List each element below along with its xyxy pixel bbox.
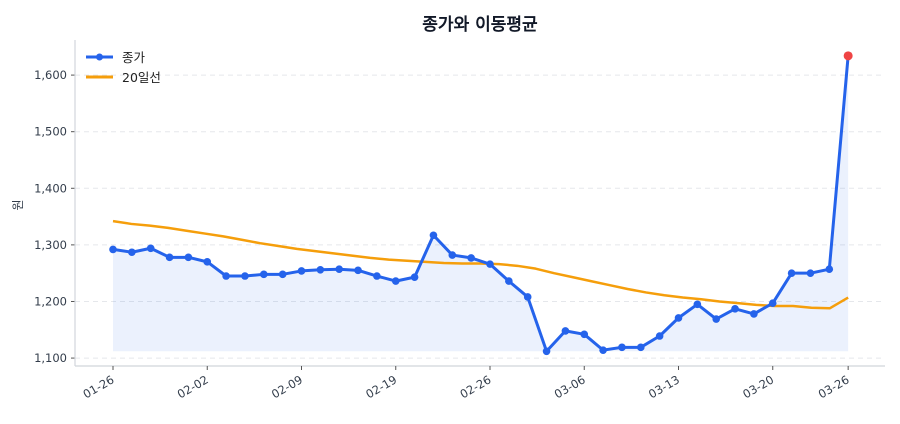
close-point <box>637 343 645 352</box>
close-point <box>542 347 551 356</box>
close-point <box>618 343 626 352</box>
y-tick-label: 1,600 <box>34 68 67 82</box>
close-point <box>561 327 570 335</box>
close-point <box>448 251 457 259</box>
close-point <box>429 231 438 240</box>
close-line <box>112 55 850 353</box>
close-point <box>335 265 344 274</box>
close-point <box>203 258 212 266</box>
close-point <box>222 272 230 280</box>
close-point <box>693 300 702 309</box>
close-point <box>241 272 249 280</box>
close-last-point <box>843 51 853 61</box>
close-point <box>505 277 513 285</box>
close-point <box>825 265 834 274</box>
x-tick-label: 02-02 <box>175 372 211 401</box>
legend-label-ma20: 20일선 <box>122 70 161 85</box>
y-axis-label: 원 <box>11 199 25 210</box>
close-point <box>391 277 400 285</box>
close-point <box>278 270 287 279</box>
close-point <box>128 248 136 257</box>
x-tick-label: 03-26 <box>816 372 852 401</box>
y-tick-label: 1,100 <box>34 351 67 365</box>
close-point <box>316 265 325 274</box>
close-point <box>467 254 475 262</box>
y-tick-label: 1,400 <box>34 181 67 195</box>
close-point <box>410 273 419 281</box>
close-point <box>486 260 494 268</box>
chart-title: 종가와 이동평균 <box>422 15 538 35</box>
close-point <box>109 245 117 254</box>
close-point <box>260 270 268 279</box>
close-point <box>655 332 664 340</box>
close-point <box>523 293 532 301</box>
ma20-line <box>112 219 849 310</box>
close-point <box>580 330 589 339</box>
y-tick-label: 1,200 <box>34 294 67 308</box>
close-point <box>297 267 306 275</box>
legend-label-close: 종가 <box>122 50 146 65</box>
x-tick-label: 02-09 <box>269 372 305 401</box>
y-tick-label: 1,500 <box>34 125 67 139</box>
close-point <box>768 299 777 307</box>
close-area-fill <box>113 55 849 352</box>
x-tick-label: 01-26 <box>81 372 117 401</box>
close-point <box>599 346 607 354</box>
close-point <box>165 253 174 262</box>
y-tick-label: 1,300 <box>34 238 67 252</box>
close-point <box>674 314 683 322</box>
close-point <box>731 305 739 313</box>
x-tick-label: 03-13 <box>646 372 682 401</box>
x-tick-label: 02-26 <box>458 372 494 401</box>
legend: 종가 20일선 <box>86 50 161 85</box>
close-point <box>373 272 381 280</box>
close-point <box>712 315 720 323</box>
x-tick-label: 03-06 <box>552 372 588 401</box>
legend-marker-close <box>96 53 103 61</box>
close-point <box>806 269 815 277</box>
x-tick-label: 03-20 <box>740 372 776 401</box>
close-point <box>787 269 796 277</box>
close-point <box>750 310 758 318</box>
x-tick-label: 02-19 <box>363 372 399 401</box>
close-point <box>146 244 155 253</box>
close-point <box>184 253 193 262</box>
close-point <box>354 266 362 275</box>
